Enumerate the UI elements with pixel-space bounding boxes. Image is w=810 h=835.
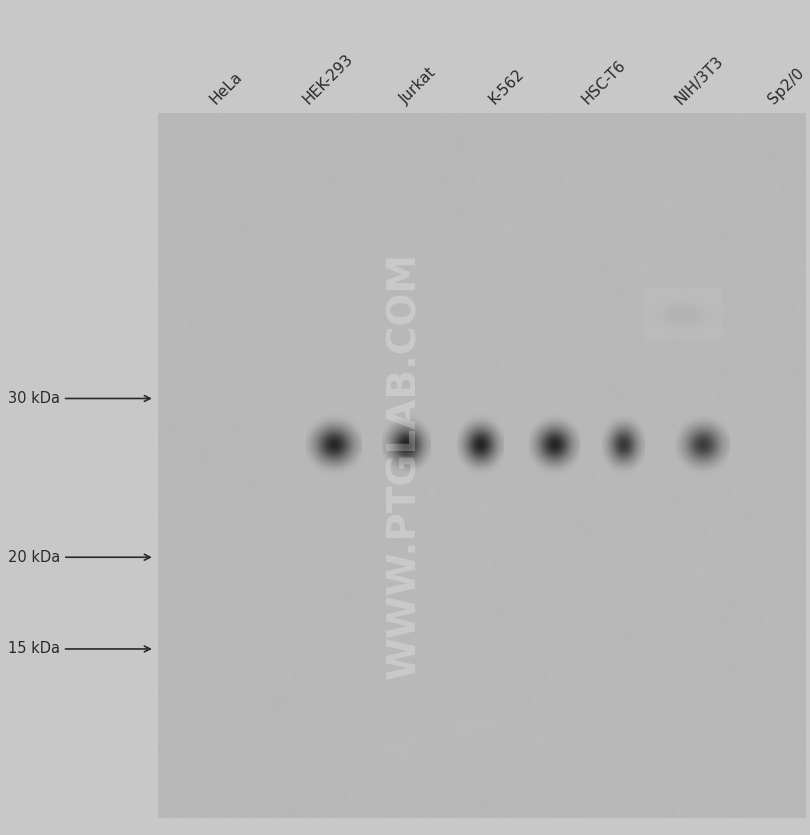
Text: 15 kDa: 15 kDa (8, 641, 150, 656)
Text: HSC-T6: HSC-T6 (579, 58, 629, 107)
Text: Jurkat: Jurkat (397, 65, 439, 107)
Text: NIH/3T3: NIH/3T3 (672, 53, 727, 107)
Text: HeLa: HeLa (207, 69, 245, 107)
Text: HEK-293: HEK-293 (300, 51, 356, 107)
Text: 30 kDa: 30 kDa (8, 391, 150, 406)
Text: 20 kDa: 20 kDa (8, 549, 150, 564)
Text: K-562: K-562 (486, 66, 527, 107)
Text: Sp2/0: Sp2/0 (765, 65, 807, 107)
Text: WWW.PTGLAB.COM: WWW.PTGLAB.COM (386, 252, 423, 679)
